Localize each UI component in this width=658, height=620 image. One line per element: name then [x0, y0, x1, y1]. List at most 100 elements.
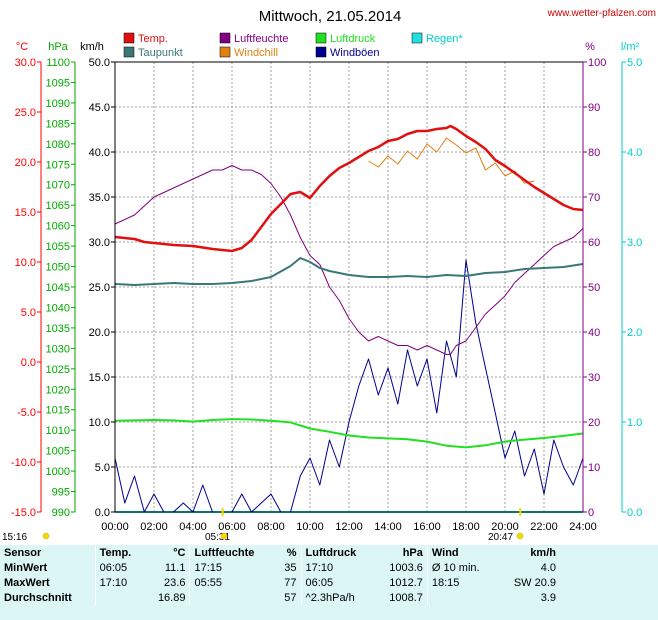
row-label: MaxWert — [4, 576, 50, 589]
table-row: Durchschnitt 16.89 57 ^2.3hPa/h 1008.7 3… — [0, 590, 560, 605]
hdr-sensor: Sensor — [4, 546, 42, 559]
temp-value: 11.1 — [164, 561, 186, 574]
y-tick-label: 35.0 — [89, 192, 110, 204]
sun-icon — [42, 532, 50, 540]
legend-swatch — [315, 32, 327, 44]
y-tick-label: 1080 — [46, 139, 70, 151]
y-tick-label: 1025 — [46, 364, 70, 376]
y-tick-label: -5.0 — [17, 407, 36, 419]
y-tick-label: 995 — [52, 487, 70, 499]
legend-label: Windchill — [234, 47, 278, 59]
y-tick-label: 40.0 — [89, 147, 110, 159]
y-tick-label: 1070 — [46, 180, 70, 192]
y-tick-label: 1060 — [46, 221, 70, 233]
series-line-windchill — [368, 137, 535, 184]
legend-label: Temp. — [138, 33, 168, 45]
x-tick-label: 18:00 — [452, 521, 480, 533]
legend-swatch — [219, 46, 231, 58]
row-label: Durchschnitt — [4, 591, 72, 604]
grid-lines — [115, 62, 583, 512]
hdr-temp-unit: °C — [173, 546, 186, 559]
legend-label: Taupunkt — [138, 47, 183, 59]
chart-title: Mittwoch, 21.05.2014 — [259, 8, 402, 25]
y-tick-label: -15.0 — [11, 507, 36, 519]
y-tick-label: 3.0 — [627, 237, 642, 249]
wind-value: SW 20.9 — [513, 576, 556, 589]
site-url: www.wetter-pfalzen.com — [547, 8, 656, 19]
y-tick-label: 0 — [588, 507, 594, 519]
y-tick-label: 5.0 — [95, 462, 110, 474]
series-line-temp — [114, 124, 584, 253]
druck-value: 1008.7 — [389, 591, 423, 604]
y-tick-label: 20 — [588, 417, 600, 429]
hdr-feuchte: Luftfeuchte — [189, 545, 276, 560]
y-tick-label: 1020 — [46, 384, 70, 396]
axis-unit-label: l/m² — [621, 41, 640, 53]
wind-time: Ø 10 min. — [426, 560, 498, 575]
y-tick-label: 60 — [588, 237, 600, 249]
axis-unit-label: °C — [16, 41, 28, 53]
sun-time-label: 05:31 — [205, 532, 230, 543]
y-tick-label: 10 — [588, 462, 600, 474]
y-tick-label: -10.0 — [11, 457, 36, 469]
y-tick-label: 70 — [588, 192, 600, 204]
legend-label: Luftfeuchte — [234, 33, 288, 45]
legend-label: Regen* — [426, 33, 463, 45]
y-tick-label: 1000 — [46, 466, 70, 478]
feuchte-value: 57 — [284, 591, 297, 604]
hdr-druck: Luftdruck — [300, 545, 375, 560]
table-row: MinWert 06:05 11.1 17:15 35 17:10 1003.6… — [0, 560, 560, 575]
axes-layer: 00:00 02:00 04:00 06:00 08:00 10:00 12:00 14:00… — [2, 41, 642, 543]
legend-swatch — [123, 46, 135, 58]
y-tick-label: 1090 — [46, 98, 70, 110]
feuchte-value: 77 — [284, 576, 297, 589]
wind-value: 3.9 — [540, 591, 556, 604]
feuchte-time: 05:55 — [189, 575, 276, 590]
x-tick-label: 22:00 — [530, 521, 558, 533]
y-tick-label: 50 — [588, 282, 600, 294]
sun-time-label: 15:16 — [2, 532, 27, 543]
legend-label: Windböen — [330, 47, 380, 59]
y-tick-label: 20.0 — [15, 157, 36, 169]
series-line-luftdruck — [114, 418, 584, 449]
y-tick-label: 25.0 — [15, 107, 36, 119]
legend-swatch — [411, 32, 423, 44]
y-tick-label: 0.0 — [95, 507, 110, 519]
wind-time — [426, 590, 498, 605]
feuchte-time — [189, 590, 276, 605]
sun-time-label: 20:47 — [488, 532, 513, 543]
y-tick-label: 1050 — [46, 262, 70, 274]
legend-swatch — [123, 32, 135, 44]
y-tick-label: 5.0 — [21, 307, 36, 319]
y-tick-label: 30 — [588, 372, 600, 384]
legend: Temp. Luftfeuchte Luftdruck Regen* Taupunkt W… — [123, 32, 463, 59]
y-tick-label: 10.0 — [89, 417, 110, 429]
y-tick-label: 1.0 — [627, 417, 642, 429]
y-tick-label: 0.0 — [21, 357, 36, 369]
table-row: MaxWert 17:10 23.6 05:55 77 06:05 1012.7… — [0, 575, 560, 590]
y-tick-label: 15.0 — [15, 207, 36, 219]
temp-value: 16.89 — [157, 591, 186, 604]
y-tick-label: 1055 — [46, 241, 70, 253]
axis-unit-label: hPa — [48, 41, 68, 53]
feuchte-time: 17:15 — [189, 560, 276, 575]
hdr-temp: Temp. — [94, 545, 146, 560]
y-tick-label: 30.0 — [89, 237, 110, 249]
y-tick-label: 80 — [588, 147, 600, 159]
y-tick-label: 1100 — [46, 57, 70, 69]
temp-time: 17:10 — [94, 575, 146, 590]
x-tick-label: 06:00 — [218, 521, 246, 533]
y-tick-label: 1095 — [46, 77, 70, 89]
y-tick-label: 10.0 — [15, 257, 36, 269]
y-tick-label: 1040 — [46, 302, 70, 314]
y-tick-label: 45.0 — [89, 102, 110, 114]
legend-swatch — [219, 32, 231, 44]
x-tick-label: 12:00 — [335, 521, 363, 533]
y-tick-label: 100 — [588, 57, 606, 69]
feuchte-value: 35 — [284, 561, 297, 574]
sun-icon — [516, 532, 524, 540]
y-tick-label: 1005 — [46, 446, 70, 458]
y-tick-label: 5.0 — [627, 57, 642, 69]
legend-label: Luftdruck — [330, 33, 376, 45]
x-tick-label: 10:00 — [296, 521, 324, 533]
